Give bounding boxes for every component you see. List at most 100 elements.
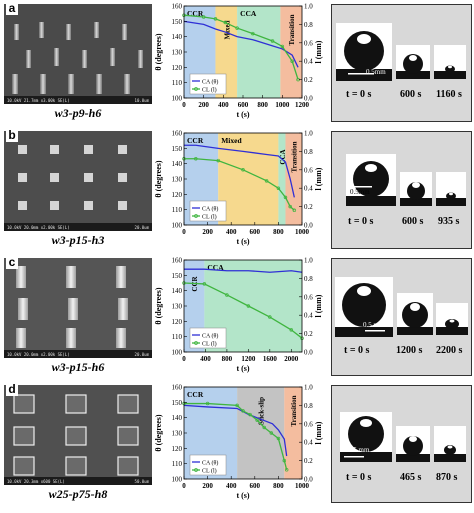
x-tick-label: 400 (200, 355, 211, 363)
y2-tick-label: 0.6 (304, 293, 313, 301)
y-tick-label: 120 (172, 64, 183, 72)
y2-tick-label: 0.0 (304, 476, 313, 484)
y2-tick-label: 0.2 (304, 203, 313, 211)
y-tick-label: 110 (172, 206, 183, 214)
y-tick-label: 130 (172, 49, 183, 57)
y-tick-label: 160 (172, 3, 183, 11)
x-axis-label: t (s) (236, 364, 249, 373)
droplet-frame-1: 0.5mm (346, 154, 396, 206)
x-tick-label: 0 (182, 355, 186, 363)
x-tick-label: 1200 (295, 101, 310, 109)
y-axis-label: θ (degrees) (154, 160, 163, 197)
y-tick-label: 150 (172, 145, 183, 153)
y-axis-label: θ (degrees) (154, 33, 163, 70)
legend-label: CA (θ) (202, 332, 218, 339)
droplet-frame-3 (397, 293, 433, 335)
y2-tick-label: 0.0 (304, 349, 313, 357)
scale-bar-label: 0.5 mm (348, 446, 370, 454)
region-label: Transition (288, 14, 296, 45)
x-axis-label: t (s) (236, 237, 249, 246)
legend-label: CL (l) (202, 213, 217, 220)
y-tick-label: 140 (172, 160, 183, 168)
x-tick-label: 800 (273, 482, 284, 490)
y2-tick-label: 0.8 (304, 402, 313, 410)
x-tick-label: 2000 (284, 355, 299, 363)
data-point (264, 179, 269, 183)
droplet-frame-4 (436, 303, 468, 335)
data-point (268, 315, 272, 319)
sem-scale: 20.0um (134, 352, 149, 357)
micropillar-pattern (4, 131, 152, 231)
y2-tick-label: 1.0 (304, 3, 313, 11)
panel-c: 10.0kV 20.0mm x2.00k SE(L) 20.0um c w3-p… (0, 254, 474, 381)
series-line (184, 144, 295, 198)
scale-bar-label: 0.5mm (366, 68, 386, 76)
sample-label: w3-p15-h3 (51, 233, 105, 247)
droplet-image (436, 319, 468, 335)
series-line (184, 158, 295, 211)
droplet-frame-2 (396, 45, 430, 79)
y-tick-label: 140 (172, 33, 183, 41)
panel-a: 10.0kV 21.7mm x3.00k SE(L) 10.0um a w3-p… (0, 0, 474, 127)
y-tick-label: 110 (172, 79, 183, 87)
data-point (276, 436, 281, 441)
x-tick-label: 0 (182, 101, 186, 109)
time-label-1: t = 0 s (344, 345, 370, 356)
chart: CCR Mixed CCA Transition 100 110 120 130 140 150 1… (152, 0, 327, 127)
data-point (262, 425, 266, 430)
series-line (183, 20, 299, 68)
y2-tick-label: 0.0 (304, 95, 313, 103)
data-point (216, 158, 220, 163)
data-point (255, 418, 259, 422)
y2-tick-label: 0.6 (304, 420, 313, 428)
scale-bar-label: 0.5 mm (363, 321, 385, 329)
x-tick-label: 0 (182, 228, 186, 236)
chart: CCR CCA 100 110 120 130 140 150 160 0.0 0.2 0.4 0.6 0… (152, 254, 327, 381)
data-point (241, 168, 245, 172)
droplet-image (436, 192, 466, 206)
y-tick-label: 160 (172, 384, 183, 392)
droplet-frame-2 (400, 172, 432, 206)
data-point (241, 409, 245, 413)
region-label: Mixed (221, 136, 242, 145)
sem-image: 10.0kV 20.0mm x2.00k SE(L) 20.0um (4, 131, 152, 231)
y-tick-label: 150 (172, 399, 183, 407)
x-tick-label: 1000 (275, 101, 290, 109)
droplet-image (336, 31, 392, 81)
region-label: CCA (279, 149, 287, 164)
y2-tick-label: 0.4 (304, 312, 313, 320)
droplet-image (400, 182, 432, 206)
time-label-3: 2200 s (436, 345, 463, 356)
sem-scale: 20.0um (134, 225, 149, 230)
time-label-2: 600 s (400, 89, 422, 100)
region-band (237, 387, 285, 479)
panel-b: 10.0kV 20.0mm x2.00k SE(L) 20.0um b w3-p… (0, 127, 474, 254)
x-tick-label: 400 (226, 228, 237, 236)
y-tick-label: 100 (172, 95, 183, 103)
micropillar-pattern (4, 4, 152, 104)
droplet-frame-3 (434, 426, 466, 462)
y-tick-label: 130 (172, 430, 183, 438)
time-label-2: 1200 s (396, 345, 423, 356)
legend-label: CA (θ) (202, 205, 218, 212)
micropillar-pattern (4, 258, 152, 358)
y2-tick-label: 0.2 (304, 76, 313, 84)
legend-label: CL (l) (202, 340, 217, 347)
droplet-image (434, 445, 466, 462)
droplet-frame-3 (434, 45, 466, 79)
sem-info: 10.0kV 20.0mm x2.00k SE(L) (7, 352, 70, 357)
chart-svg: CCR Mixed CCA Transition 100 110 120 130 140 150 1… (154, 130, 323, 247)
region-label: Transition (291, 141, 299, 172)
y-tick-label: 100 (172, 349, 183, 357)
time-label-1: t = 0 s (348, 216, 374, 227)
data-point (235, 403, 239, 408)
region-label: Stick-slip (258, 397, 266, 425)
y-tick-label: 100 (172, 476, 183, 484)
sem-info: 10.0kV 20.3mm x600 SE(L) (7, 479, 65, 484)
y-tick-label: 140 (172, 414, 183, 422)
droplet-frame-3 (436, 172, 466, 206)
legend-label: CA (θ) (202, 78, 218, 85)
y2-tick-label: 0.4 (304, 185, 313, 193)
chart-svg: CCR Mixed CCA Transition 100 110 120 130 140 150 1… (154, 3, 323, 120)
x-tick-label: 0 (182, 482, 186, 490)
